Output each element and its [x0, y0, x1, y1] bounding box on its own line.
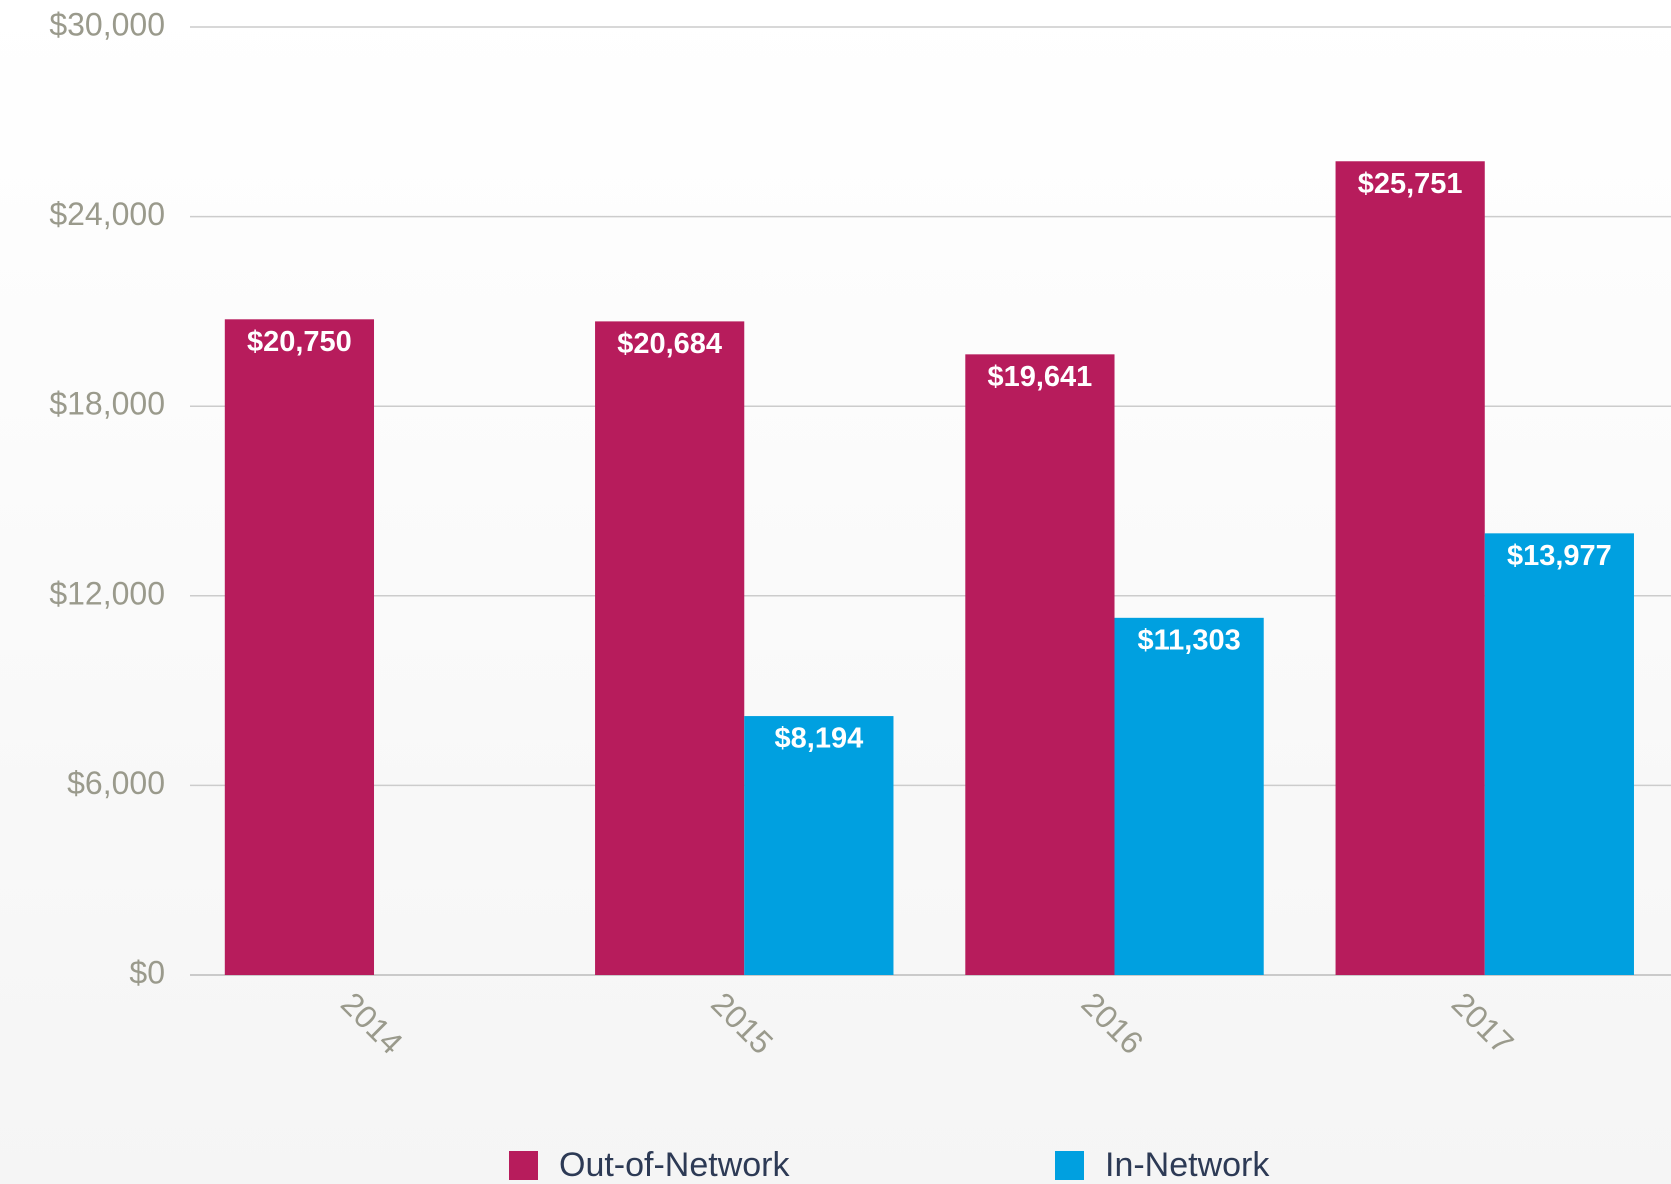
bar — [965, 354, 1115, 976]
legend-label: In-Network — [1105, 1146, 1270, 1184]
legend-label: Out-of-Network — [559, 1146, 790, 1184]
bar — [1484, 533, 1634, 975]
y-tick-label: $0 — [129, 954, 165, 990]
value-label: $19,641 — [987, 361, 1092, 393]
value-label: $20,684 — [617, 328, 722, 360]
bar — [1114, 617, 1264, 975]
bar — [595, 321, 745, 975]
bar — [1335, 161, 1485, 975]
y-tick-label: $12,000 — [49, 575, 165, 611]
bar — [744, 716, 894, 975]
value-label: $20,750 — [247, 326, 352, 358]
value-label: $11,303 — [1138, 624, 1241, 656]
value-label: $13,977 — [1507, 540, 1612, 572]
bar — [224, 319, 375, 975]
y-tick-label: $24,000 — [49, 196, 165, 232]
value-label: $25,751 — [1358, 168, 1463, 200]
value-label: $8,194 — [775, 723, 864, 755]
legend-swatch — [509, 1151, 538, 1180]
legend-swatch — [1055, 1151, 1084, 1180]
y-tick-label: $18,000 — [49, 386, 165, 422]
y-tick-label: $30,000 — [49, 6, 165, 42]
y-tick-label: $6,000 — [67, 765, 165, 801]
